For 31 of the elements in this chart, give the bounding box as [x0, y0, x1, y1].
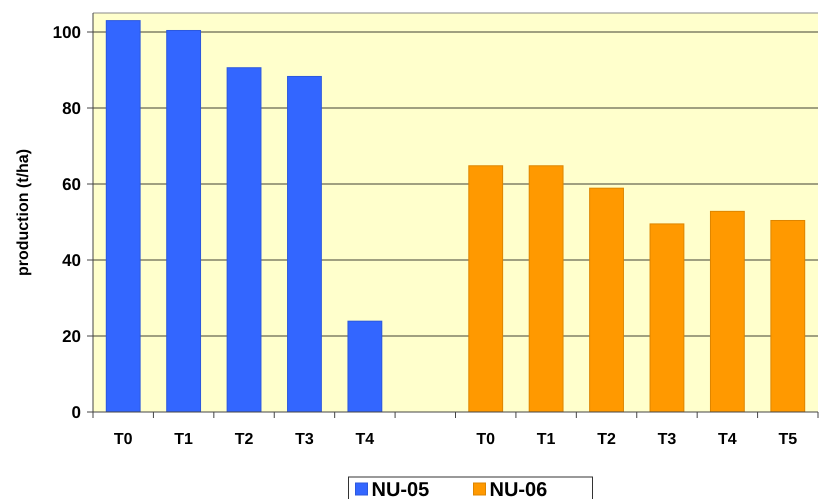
- y-tick-label: 20: [62, 326, 81, 346]
- x-tick-label: T3: [658, 431, 676, 448]
- legend-label: NU-05: [372, 479, 430, 499]
- bar: [106, 20, 141, 412]
- bar: [347, 320, 382, 412]
- y-tick-label: 40: [62, 250, 81, 270]
- y-axis-title: production (t/ha): [15, 148, 32, 276]
- bar: [166, 30, 202, 412]
- y-tick-label: 0: [72, 402, 81, 422]
- x-tick-label: T4: [356, 431, 374, 448]
- bar: [650, 223, 684, 412]
- y-tick-label: 80: [62, 98, 81, 118]
- x-tick-label: T4: [718, 431, 737, 448]
- bar: [589, 188, 624, 412]
- bar: [287, 76, 322, 412]
- bar: [528, 165, 564, 412]
- x-tick-label: T3: [295, 431, 314, 448]
- bar: [770, 220, 806, 412]
- legend-label: NU-06: [490, 479, 548, 499]
- bar: [468, 165, 504, 412]
- x-tick-label: T2: [597, 431, 616, 448]
- x-tick-label: T5: [778, 431, 798, 448]
- y-tick-label: 60: [62, 174, 81, 194]
- x-tick-label: T2: [234, 431, 254, 448]
- x-tick-label: T0: [114, 431, 133, 448]
- x-tick-label: T0: [476, 431, 496, 448]
- bar: [710, 210, 745, 412]
- x-tick-label: T1: [536, 431, 556, 448]
- y-tick-label: 100: [52, 22, 81, 42]
- bar: [226, 67, 262, 412]
- x-tick-label: T1: [174, 431, 194, 448]
